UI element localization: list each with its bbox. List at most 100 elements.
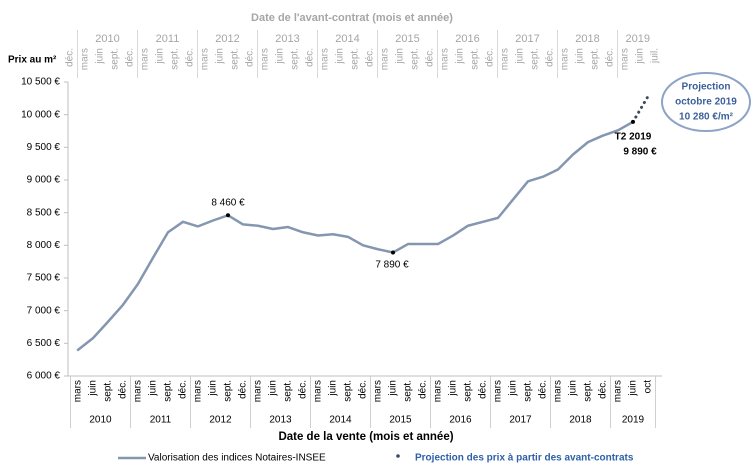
top-month-label: juin	[275, 48, 286, 65]
x-tick-label: déc.	[178, 380, 189, 399]
top-month-label: déc.	[305, 48, 316, 67]
top-month-label: mars	[260, 48, 271, 70]
x-tick-label: sept.	[403, 380, 414, 402]
x-year-label: 2013	[269, 415, 292, 426]
y-tick-label: 9 500 €	[27, 142, 61, 153]
annotation: octobre 2019	[675, 97, 737, 108]
x-year-label: 2017	[509, 415, 532, 426]
top-month-label: déc.	[425, 48, 436, 67]
top-month-label: sept.	[410, 48, 421, 70]
x-year-label: 2012	[209, 415, 232, 426]
top-month-label: sept.	[290, 48, 301, 70]
x-tick-label: juin	[268, 380, 279, 397]
top-month-label: sept.	[530, 48, 541, 70]
top-year-label: 2015	[395, 33, 419, 45]
projection-line	[631, 94, 650, 124]
top-month-label: mars	[320, 48, 331, 70]
x-tick-label: déc.	[358, 380, 369, 399]
top-month-label: déc.	[65, 48, 76, 67]
top-month-label: mars	[500, 48, 511, 70]
legend-label: Valorisation des indices Notaires-INSEE	[148, 453, 326, 464]
x-tick-label: mars	[553, 380, 564, 402]
x-tick-label: mars	[373, 380, 384, 402]
top-month-label: déc.	[605, 48, 616, 67]
x-tick-label: juin	[388, 380, 399, 397]
legend-label: Projection des prix à partir des avant-c…	[415, 453, 634, 464]
y-tick-label: 10 000 €	[21, 109, 60, 120]
x-tick-label: sept.	[163, 380, 174, 402]
top-year-label: 2014	[335, 33, 359, 45]
top-month-label: juin	[155, 48, 166, 65]
top-year-label: 2011	[156, 33, 180, 45]
x-tick-label: déc.	[418, 380, 429, 399]
x-tick-label: sept.	[223, 380, 234, 402]
y-tick-label: 6 000 €	[27, 371, 61, 382]
x-year-label: 2015	[389, 415, 412, 426]
top-month-label: sept.	[350, 48, 361, 70]
x-tick-label: sept.	[583, 380, 594, 402]
top-year-label: 2013	[275, 33, 299, 45]
x-tick-label: juin	[88, 380, 99, 397]
y-tick-label: 10 500 €	[21, 77, 60, 88]
top-month-label: juin	[575, 48, 586, 65]
top-year-label: 2019	[626, 33, 650, 45]
y-axis-label: Prix au m²	[8, 55, 57, 66]
x-tick-label: oct	[643, 380, 654, 394]
top-year-label: 2016	[455, 33, 479, 45]
annotation: Projection	[682, 82, 731, 93]
x-year-label: 2011	[150, 415, 172, 426]
top-month-label: sept.	[470, 48, 481, 70]
top-month-label: sept.	[110, 48, 121, 70]
top-month-label: déc.	[185, 48, 196, 67]
top-month-label: juin	[455, 48, 466, 65]
highlight-point	[226, 213, 230, 218]
x-tick-label: mars	[193, 380, 204, 402]
top-axis-title: Date de l'avant-contrat (mois et année)	[251, 12, 453, 24]
top-month-label: juin	[215, 48, 226, 65]
x-tick-label: déc.	[598, 380, 609, 399]
y-tick-label: 8 000 €	[27, 240, 61, 251]
x-tick-label: mars	[133, 380, 144, 402]
top-month-label: juin	[635, 48, 646, 65]
annotation: 10 280 €/m²	[679, 112, 734, 123]
x-tick-label: juin	[208, 380, 219, 397]
annotation: 8 460 €	[211, 198, 245, 209]
x-tick-label: mars	[493, 380, 504, 402]
x-tick-label: juin	[148, 380, 159, 397]
x-tick-label: sept.	[343, 380, 354, 402]
x-tick-label: mars	[433, 380, 444, 402]
top-month-label: mars	[200, 48, 211, 70]
x-tick-label: mars	[253, 380, 264, 402]
top-month-label: déc.	[365, 48, 376, 67]
top-month-label: mars	[380, 48, 391, 70]
top-month-label: juin	[95, 48, 106, 65]
x-tick-label: mars	[613, 380, 624, 402]
top-month-label: mars	[440, 48, 451, 70]
x-tick-label: juin	[448, 380, 459, 397]
x-year-label: 2018	[569, 415, 592, 426]
x-year-label: 2010	[89, 415, 112, 426]
top-year-label: 2018	[575, 33, 599, 45]
x-tick-label: déc.	[298, 380, 309, 399]
x-tick-label: sept.	[523, 380, 534, 402]
top-month-label: déc.	[245, 48, 256, 67]
top-month-label: déc.	[485, 48, 496, 67]
projection-bubble	[661, 72, 751, 132]
x-tick-label: juin	[568, 380, 579, 397]
x-tick-label: déc.	[238, 380, 249, 399]
x-tick-label: mars	[73, 380, 84, 402]
y-tick-label: 8 500 €	[27, 207, 61, 218]
series-line	[76, 120, 635, 352]
x-year-label: 2014	[329, 415, 352, 426]
top-month-label: juil.	[650, 48, 661, 64]
x-tick-label: sept.	[463, 380, 474, 402]
x-axis-title: Date de la vente (mois et année)	[278, 431, 453, 443]
top-month-label: mars	[620, 48, 631, 70]
x-tick-label: juin	[508, 380, 519, 397]
annotation: T2 2019	[615, 132, 652, 143]
top-month-label: déc.	[545, 48, 556, 67]
highlight-point	[391, 250, 395, 255]
annotation: 7 890 €	[375, 260, 409, 271]
highlight-point	[631, 119, 635, 124]
